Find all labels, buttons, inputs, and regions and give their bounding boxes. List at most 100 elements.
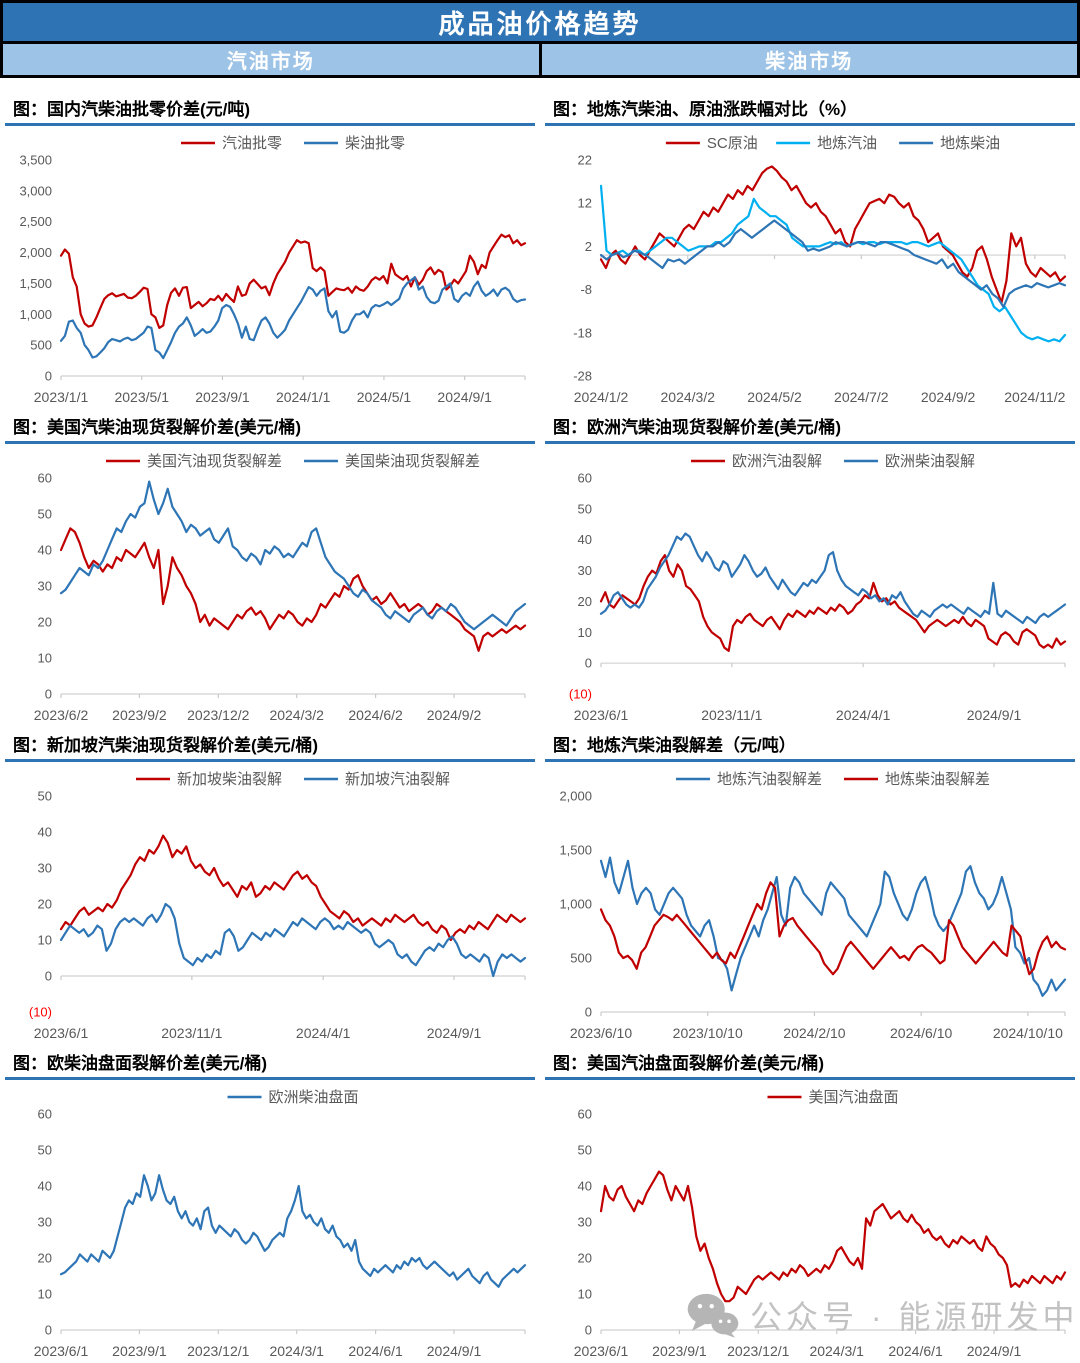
- svg-text:2023/11/1: 2023/11/1: [701, 707, 762, 723]
- svg-text:40: 40: [578, 1179, 592, 1194]
- svg-text:新加坡汽油裂解: 新加坡汽油裂解: [345, 771, 450, 788]
- svg-text:2024/3/1: 2024/3/1: [809, 1343, 864, 1359]
- legend: 地炼汽油裂解差 地炼柴油裂解差: [676, 771, 990, 788]
- svg-text:SC原油: SC原油: [707, 135, 758, 152]
- svg-text:3,000: 3,000: [19, 183, 52, 198]
- series-blue: [59, 480, 527, 631]
- svg-text:2024/11/2: 2024/11/2: [1004, 389, 1065, 405]
- svg-text:60: 60: [578, 471, 592, 486]
- svg-text:2023/12/1: 2023/12/1: [727, 1343, 789, 1359]
- column-header-diesel: 柴油市场: [541, 44, 1077, 75]
- svg-text:30: 30: [38, 1215, 52, 1230]
- svg-text:2,500: 2,500: [19, 214, 52, 229]
- x-axis: 2023/6/2 2023/9/2 2023/12/2 2024/3/2 2024/6/…: [34, 693, 526, 723]
- svg-text:0: 0: [45, 969, 52, 984]
- series-blue: [599, 856, 1067, 997]
- series-blue: [599, 532, 1067, 625]
- svg-text:20: 20: [578, 594, 592, 609]
- chart-grid: 图：国内汽柴油批零价差(元/吨) 3,500 3,000 2,500 2,000 1,5…: [0, 78, 1080, 1362]
- svg-text:2024/3/2: 2024/3/2: [269, 707, 324, 723]
- svg-text:20: 20: [38, 1251, 52, 1266]
- svg-text:汽油批零: 汽油批零: [222, 135, 282, 152]
- series-lines: [599, 856, 1067, 997]
- series-lines: [59, 834, 527, 978]
- series-red: [599, 881, 1067, 976]
- svg-text:0: 0: [45, 687, 52, 702]
- svg-text:2023/10/10: 2023/10/10: [673, 1025, 743, 1041]
- svg-text:60: 60: [38, 471, 52, 486]
- svg-text:10: 10: [38, 651, 52, 666]
- column-headers: 汽油市场 柴油市场: [0, 44, 1080, 78]
- series-red: [59, 527, 527, 652]
- svg-text:20: 20: [38, 615, 52, 630]
- legend: 欧洲汽油裂解 欧洲柴油裂解: [691, 453, 975, 470]
- series-red: [599, 165, 1067, 304]
- y-axis: 60 50 40 30 20 10 0: [578, 1107, 592, 1338]
- svg-text:60: 60: [38, 1107, 52, 1122]
- svg-text:10: 10: [38, 1287, 52, 1302]
- series-lines: [599, 532, 1067, 652]
- legend: 新加坡柴油裂解 新加坡汽油裂解: [136, 771, 450, 788]
- chart-section-domestic-spread: 图：国内汽柴油批零价差(元/吨) 3,500 3,000 2,500 2,000 1,5…: [0, 90, 540, 408]
- svg-text:2024/4/1: 2024/4/1: [296, 1025, 351, 1041]
- svg-text:0: 0: [585, 656, 592, 671]
- chart-section-refinery-crack: 图：地炼汽柴油裂解差（元/吨） 2,000 1,500 1,000 500 0 2023/…: [540, 726, 1080, 1044]
- svg-text:40: 40: [578, 532, 592, 547]
- svg-text:2024/3/1: 2024/3/1: [269, 1343, 324, 1359]
- svg-text:40: 40: [38, 1179, 52, 1194]
- svg-text:0: 0: [585, 1005, 592, 1020]
- chart-title: 图：新加坡汽柴油现货裂解价差(美元/桶): [5, 726, 535, 762]
- svg-text:22: 22: [578, 153, 592, 168]
- series-blue: [59, 902, 527, 978]
- svg-text:1,500: 1,500: [559, 843, 592, 858]
- svg-text:(10): (10): [29, 1005, 52, 1020]
- series-lines: [59, 233, 527, 360]
- svg-text:20: 20: [578, 1251, 592, 1266]
- svg-text:-8: -8: [580, 282, 592, 297]
- x-axis: 2023/6/10 2023/10/10 2024/2/10 2024/6/10 202…: [570, 1011, 1066, 1041]
- svg-text:地炼汽油裂解差: 地炼汽油裂解差: [717, 771, 822, 788]
- svg-text:30: 30: [578, 563, 592, 578]
- y-axis: 50 40 30 20 10 0 (10): [29, 789, 52, 1020]
- chart-section-us-gasoline-futures: 图：美国汽油盘面裂解价差(美元/桶) 60 50 40 30 20 10 0 2023/6/1…: [540, 1044, 1080, 1362]
- svg-text:2024/9/1: 2024/9/1: [427, 1343, 482, 1359]
- svg-text:3,500: 3,500: [19, 153, 52, 168]
- series-lines: [599, 1170, 1067, 1303]
- svg-text:2024/9/1: 2024/9/1: [427, 1025, 482, 1041]
- svg-text:40: 40: [38, 543, 52, 558]
- svg-text:2023/6/10: 2023/6/10: [570, 1025, 632, 1041]
- svg-text:50: 50: [578, 1143, 592, 1158]
- page-title: 成品油价格趋势: [438, 8, 642, 39]
- singapore-spot-crack-spread-chart: 50 40 30 20 10 0 (10) 2023/6/1 2023/11/1 2024/4/1…: [29, 771, 527, 1041]
- svg-text:(10): (10): [569, 687, 592, 702]
- svg-text:30: 30: [38, 579, 52, 594]
- svg-text:-28: -28: [573, 369, 592, 384]
- svg-text:50: 50: [578, 501, 592, 516]
- svg-text:500: 500: [570, 951, 592, 966]
- legend: 美国汽油现货裂解差 美国柴油现货裂解差: [106, 453, 480, 470]
- svg-text:2023/12/1: 2023/12/1: [187, 1343, 249, 1359]
- y-axis: 2,000 1,500 1,000 500 0: [559, 789, 592, 1020]
- svg-text:欧洲柴油盘面: 欧洲柴油盘面: [269, 1088, 359, 1106]
- svg-text:地炼汽油: 地炼汽油: [817, 135, 877, 152]
- chart-title: 图：地炼汽柴油、原油涨跌幅对比（%）: [545, 90, 1075, 126]
- svg-text:2024/5/1: 2024/5/1: [357, 389, 412, 405]
- svg-text:2,000: 2,000: [559, 789, 592, 804]
- svg-text:40: 40: [38, 825, 52, 840]
- svg-text:20: 20: [38, 897, 52, 912]
- svg-text:-18: -18: [573, 325, 592, 340]
- svg-text:2023/9/1: 2023/9/1: [112, 1343, 167, 1359]
- svg-text:2024/6/1: 2024/6/1: [348, 1343, 403, 1359]
- legend: 汽油批零 柴油批零: [181, 135, 405, 152]
- svg-text:2024/5/2: 2024/5/2: [747, 389, 802, 405]
- svg-text:50: 50: [38, 507, 52, 522]
- svg-text:美国汽油盘面: 美国汽油盘面: [809, 1088, 899, 1106]
- svg-text:地炼柴油裂解差: 地炼柴油裂解差: [885, 771, 990, 788]
- svg-text:欧洲汽油裂解: 欧洲汽油裂解: [732, 453, 822, 470]
- svg-text:50: 50: [38, 789, 52, 804]
- x-axis: 2023/1/1 2023/5/1 2023/9/1 2024/1/1 2024/5/1…: [34, 375, 526, 405]
